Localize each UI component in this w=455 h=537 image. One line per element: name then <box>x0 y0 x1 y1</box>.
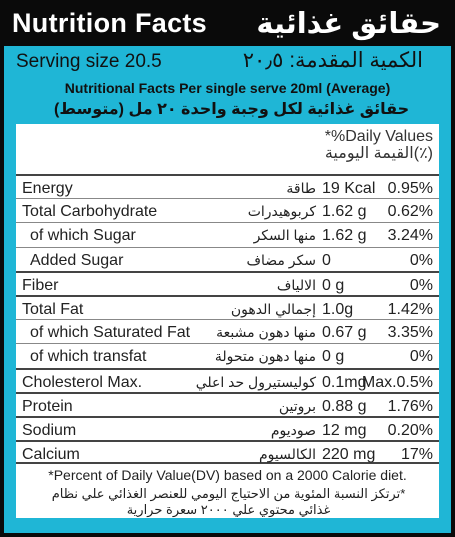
title-arabic: حقائق غذائية <box>256 8 441 40</box>
nutrient-table: *%Daily Values (٪)القيمة اليومية Energy … <box>16 124 439 518</box>
nutrient-daily-value: 0% <box>409 276 433 294</box>
nutrient-name-en: Energy <box>22 180 73 197</box>
nutrient-name-en: Total Carbohydrate <box>22 203 158 221</box>
nutrient-name-ar: إجمالي الدهون <box>230 300 316 317</box>
nutrient-name-ar: صوديوم <box>270 421 316 438</box>
nutrient-name-en: of which Saturated Fat <box>30 324 191 342</box>
nutrient-name-en: Total Fat <box>22 300 84 318</box>
nutrient-daily-value: 17% <box>400 446 433 464</box>
per-serve-english: Nutritional Facts Per single serve 20ml … <box>64 80 391 96</box>
nutrient-amount: 1.62 g <box>322 227 367 245</box>
nutrient-amount: 12 mg <box>322 421 367 439</box>
nutrient-daily-value: 0.20% <box>387 421 433 439</box>
nutrient-amount: 0.67 g <box>322 324 367 342</box>
nutrient-name-ar: الالياف <box>276 276 316 293</box>
nutrient-name-ar: منها السكر <box>253 227 316 244</box>
nutrient-amount: 0 g <box>322 348 345 366</box>
row-added-sugar: Added Sugar سكر مضاف 0 0% <box>16 246 439 271</box>
serving-size-arabic: الكمية المقدمة: ٢٠٫٥ <box>242 49 423 72</box>
nutrient-amount: 0.88 g <box>322 397 367 415</box>
nutrient-amount: 0.1mg <box>322 373 367 391</box>
nutrient-daily-value: 1.76% <box>387 397 433 415</box>
row-calcium: Calcium الكالسيوم 220 mg 17% <box>16 440 439 465</box>
row-total-fat: Total Fat إجمالي الدهون 1.0g 1.42% <box>16 294 439 319</box>
nutrient-name-en: Cholesterol Max. <box>22 373 143 391</box>
nutrient-name-ar: الكالسيوم <box>258 446 316 463</box>
nutrient-amount: 0 <box>322 251 331 269</box>
row-cholesterol: Cholesterol Max. كوليستيرول حد اعلي 0.1m… <box>16 367 439 392</box>
nutrient-daily-value: 3.24% <box>387 227 433 245</box>
nutrient-daily-value: 0% <box>409 251 433 269</box>
row-total-carbohydrate: Total Carbohydrate كربوهيدرات 1.62 g 0.6… <box>16 198 439 222</box>
row-saturated-fat: of which Saturated Fat منها دهون مشبعة 0… <box>16 319 439 343</box>
row-protein: Protein بروتين 0.88 g 1.76% <box>16 391 439 416</box>
nutrient-name-ar: طاقة <box>286 180 316 196</box>
row-energy: Energy طاقة 19 Kcal 0.95% <box>16 174 439 198</box>
daily-values-english: *%Daily Values <box>324 128 433 145</box>
nutrient-daily-value: Max.0.5% <box>361 373 433 391</box>
nutrient-name-en: Sodium <box>22 421 77 439</box>
nutrient-rows: Energy طاقة 19 Kcal 0.95% Total Carbohyd… <box>16 174 439 465</box>
nutrient-name-en: Fiber <box>22 276 59 294</box>
nutrient-amount: 1.0g <box>322 300 354 318</box>
nutrient-daily-value: 0% <box>409 348 433 366</box>
nutrient-amount: 220 mg <box>322 446 376 464</box>
nutrient-name-en: of which transfat <box>30 348 147 366</box>
daily-values-header: *%Daily Values (٪)القيمة اليومية <box>283 128 439 162</box>
serving-size-english: Serving size 20.5 <box>16 51 162 72</box>
footnote-arabic: *ترتكز النسبة المئوية من الاحتياج اليومي… <box>51 486 406 517</box>
footnote-english: *Percent of Daily Value(DV) based on a 2… <box>48 467 407 483</box>
row-transfat: of which transfat منها دهون متحولة 0 g 0… <box>16 343 439 367</box>
row-sodium: Sodium صوديوم 12 mg 0.20% <box>16 415 439 440</box>
nutrient-name-ar: منها دهون مشبعة <box>216 324 316 341</box>
nutrient-amount: 1.62 g <box>322 203 367 221</box>
nutrient-daily-value: 1.42% <box>387 300 433 318</box>
nutrient-amount: 19 Kcal <box>322 180 376 197</box>
nutrient-daily-value: 0.95% <box>387 180 433 197</box>
row-fiber: Fiber الالياف 0 g 0% <box>16 270 439 295</box>
nutrient-daily-value: 3.35% <box>387 324 433 342</box>
nutrient-daily-value: 0.62% <box>387 203 433 221</box>
daily-values-arabic: (٪)القيمة اليومية <box>324 145 433 162</box>
nutrient-name-ar: منها دهون متحولة <box>214 348 316 365</box>
per-serve-arabic: حقائق غذائية لكل وجبة واحدة ٢٠ مل (متوسط… <box>54 101 410 118</box>
row-sugar: of which Sugar منها السكر 1.62 g 3.24% <box>16 222 439 246</box>
nutrient-name-ar: سكر مضاف <box>246 251 317 268</box>
nutrient-name-ar: كوليستيرول حد اعلي <box>195 373 316 390</box>
title-english: Nutrition Facts <box>12 8 208 38</box>
nutrient-name-en: of which Sugar <box>30 227 136 245</box>
nutrient-name-ar: كربوهيدرات <box>247 203 316 220</box>
title-bar: Nutrition Facts حقائق غذائية <box>4 4 451 46</box>
nutrient-name-en: Protein <box>22 397 73 415</box>
nutrient-name-en: Calcium <box>22 446 80 464</box>
nutrient-name-en: Added Sugar <box>30 251 124 269</box>
nutrient-amount: 0 g <box>322 276 345 294</box>
nutrient-name-ar: بروتين <box>278 397 316 414</box>
